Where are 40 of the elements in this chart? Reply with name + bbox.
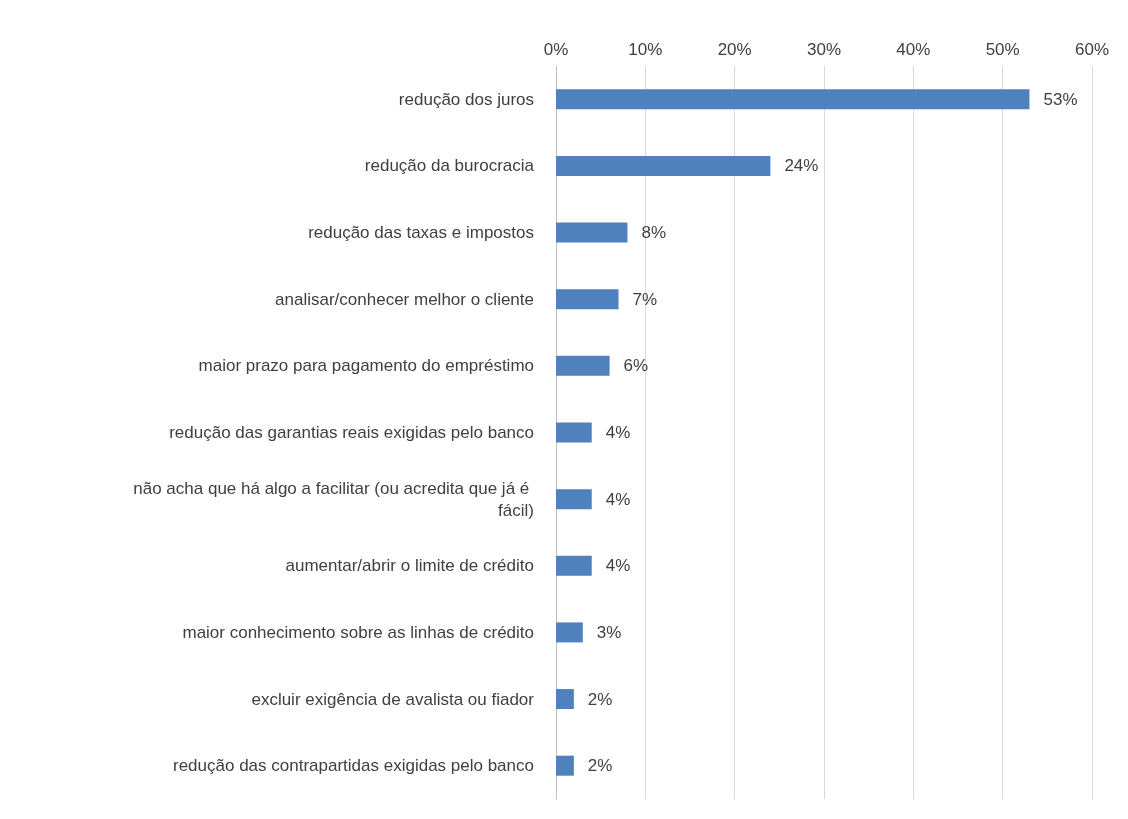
x-tick-label: 0% [543, 40, 569, 59]
data-label: 6% [623, 356, 649, 376]
bar [556, 355, 610, 376]
bar [556, 755, 574, 776]
x-tick-label: 20% [717, 40, 752, 59]
data-label: 7% [632, 289, 658, 309]
y-tick-label: maior conhecimento sobre as linhas de crédito [182, 622, 534, 642]
x-tick-label: 10% [628, 40, 663, 59]
data-label: 8% [641, 223, 667, 243]
y-tick-label: analisar/conhecer melhor o cliente [275, 289, 534, 309]
bar [556, 555, 592, 576]
y-tick-label: não acha que há algo a facilitar (ou acredita que já é fácil) [133, 478, 534, 520]
y-tick-label: redução das taxas e impostos [308, 223, 534, 243]
bar [556, 422, 592, 443]
y-tick-label: redução das garantias reais exigidas pelo banco [169, 423, 534, 442]
data-label: 53% [1043, 89, 1078, 109]
bar [556, 222, 628, 243]
data-label: 3% [596, 622, 622, 642]
y-tick-label: maior prazo para pagamento do empréstimo [198, 356, 534, 376]
data-label: 4% [605, 556, 631, 576]
bar [556, 289, 619, 310]
bar [556, 689, 574, 710]
data-label: 4% [605, 423, 631, 442]
y-tick-label: redução das contrapartidas exigidas pelo banco [172, 756, 534, 776]
y-tick-label: excluir exigência de avalista ou fiador [251, 689, 535, 709]
bar [556, 622, 583, 643]
data-label: 24% [784, 156, 819, 176]
x-tick-label: 50% [985, 40, 1020, 59]
data-label: 2% [587, 689, 613, 709]
y-tick-label: aumentar/abrir o limite de crédito [285, 556, 534, 576]
x-tick-label: 40% [896, 40, 931, 59]
x-tick-label: 60% [1074, 40, 1110, 59]
bar [556, 489, 592, 510]
bar [556, 155, 771, 176]
data-label: 2% [587, 756, 613, 776]
data-label: 4% [605, 489, 631, 509]
x-tick-label: 30% [806, 40, 842, 59]
y-tick-label: redução da burocracia [364, 156, 535, 176]
bar [556, 89, 1030, 110]
y-tick-label: redução dos juros [398, 89, 534, 109]
